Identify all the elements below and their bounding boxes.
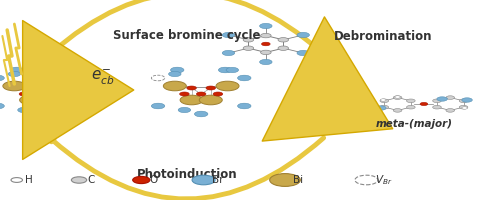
Circle shape — [10, 67, 23, 73]
Circle shape — [58, 67, 71, 73]
Circle shape — [19, 92, 29, 96]
Circle shape — [151, 75, 165, 81]
Circle shape — [26, 86, 36, 90]
FancyArrowPatch shape — [50, 0, 322, 54]
FancyArrowPatch shape — [23, 21, 134, 159]
Circle shape — [420, 102, 428, 106]
Circle shape — [169, 71, 181, 77]
Circle shape — [34, 111, 47, 117]
Circle shape — [433, 105, 441, 109]
Circle shape — [459, 105, 468, 109]
Circle shape — [180, 92, 189, 96]
Circle shape — [192, 175, 215, 185]
Circle shape — [260, 59, 272, 65]
Circle shape — [218, 67, 232, 73]
Circle shape — [11, 178, 23, 182]
Text: Surface bromine cycle: Surface bromine cycle — [113, 29, 261, 43]
Circle shape — [3, 81, 26, 91]
Circle shape — [36, 92, 46, 96]
Circle shape — [393, 96, 402, 99]
Circle shape — [380, 99, 388, 103]
Circle shape — [243, 38, 254, 42]
Circle shape — [180, 95, 203, 105]
Circle shape — [56, 81, 79, 91]
Circle shape — [0, 75, 4, 81]
Circle shape — [163, 81, 186, 91]
Circle shape — [222, 50, 235, 56]
Circle shape — [355, 175, 378, 185]
Circle shape — [459, 99, 468, 103]
Circle shape — [260, 23, 272, 29]
Circle shape — [46, 86, 55, 90]
Circle shape — [297, 32, 309, 38]
Circle shape — [18, 107, 30, 113]
Circle shape — [187, 86, 196, 90]
Circle shape — [151, 103, 165, 109]
Circle shape — [213, 92, 223, 96]
Circle shape — [226, 67, 239, 73]
Circle shape — [53, 92, 62, 96]
Circle shape — [261, 50, 271, 55]
Text: Br: Br — [212, 175, 223, 185]
Circle shape — [395, 96, 400, 98]
Circle shape — [261, 33, 271, 38]
FancyArrowPatch shape — [262, 17, 393, 141]
Circle shape — [297, 50, 309, 56]
Circle shape — [446, 109, 455, 112]
Circle shape — [278, 38, 288, 42]
Text: meta-(major): meta-(major) — [376, 119, 453, 129]
Circle shape — [380, 99, 386, 101]
FancyArrowPatch shape — [51, 138, 324, 199]
Circle shape — [0, 103, 4, 109]
Circle shape — [199, 95, 222, 105]
Circle shape — [39, 95, 62, 105]
Circle shape — [216, 81, 239, 91]
Circle shape — [446, 96, 455, 99]
Circle shape — [66, 67, 78, 73]
Circle shape — [238, 103, 251, 109]
Text: Bi: Bi — [293, 175, 303, 185]
Circle shape — [196, 92, 206, 96]
Circle shape — [133, 176, 150, 184]
Circle shape — [380, 105, 388, 109]
Text: Photoinduction: Photoinduction — [137, 168, 237, 180]
Circle shape — [278, 46, 288, 50]
Text: $V_{Br}$: $V_{Br}$ — [375, 173, 392, 187]
Circle shape — [270, 174, 300, 186]
Text: Debromination: Debromination — [334, 29, 433, 43]
Circle shape — [376, 106, 386, 110]
Circle shape — [77, 75, 91, 81]
Circle shape — [194, 111, 208, 117]
Text: O: O — [149, 175, 158, 185]
Circle shape — [462, 98, 472, 102]
Circle shape — [393, 109, 402, 112]
Circle shape — [178, 107, 191, 113]
Circle shape — [71, 177, 87, 183]
Circle shape — [206, 86, 216, 90]
Text: C: C — [87, 175, 94, 185]
Circle shape — [243, 46, 254, 50]
Circle shape — [433, 99, 441, 103]
Text: H: H — [25, 175, 33, 185]
Text: $e_{cb}^{-}$: $e_{cb}^{-}$ — [91, 66, 115, 86]
Circle shape — [462, 107, 468, 109]
Circle shape — [171, 67, 184, 73]
Circle shape — [262, 42, 270, 46]
Circle shape — [407, 99, 415, 103]
Circle shape — [222, 32, 235, 38]
Circle shape — [77, 103, 91, 109]
Circle shape — [8, 71, 21, 77]
Circle shape — [20, 95, 43, 105]
Circle shape — [437, 97, 447, 101]
Circle shape — [407, 105, 415, 109]
Circle shape — [238, 75, 251, 81]
